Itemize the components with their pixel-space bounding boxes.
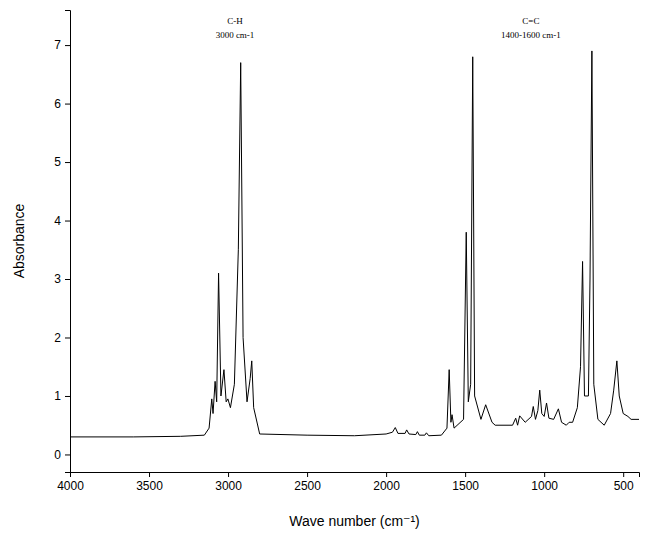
series: [70, 51, 639, 437]
x-tick: 500: [614, 472, 634, 493]
y-tick-label: 0: [54, 448, 61, 462]
y-axis-line: [65, 11, 71, 473]
y-tick-mark: [65, 279, 70, 280]
spectrum-line: [70, 51, 639, 437]
x-tick-mark: [623, 472, 624, 477]
x-tick-mark: [307, 472, 308, 477]
annotation-label: C-H: [227, 16, 243, 26]
x-tick: 1500: [452, 472, 479, 493]
y-tick-mark: [65, 454, 70, 455]
x-tick-label: 2000: [373, 479, 400, 493]
y-tick-mark: [65, 162, 70, 163]
x-axis: 4000 3500 3000 2500 2000 1500 1000 500: [57, 472, 639, 493]
y-tick: 0: [54, 448, 70, 462]
y-tick: 5: [54, 155, 70, 169]
y-tick: 7: [54, 38, 70, 52]
y-tick-mark: [65, 221, 70, 222]
annotation-background: [225, 15, 245, 27]
x-tick-label: 500: [614, 479, 634, 493]
x-tick-mark: [544, 472, 545, 477]
y-tick: 1: [54, 389, 70, 403]
x-tick-label: 4000: [57, 479, 84, 493]
annotation-label: C=C: [522, 16, 539, 26]
x-tick: 1000: [531, 472, 558, 493]
x-tick-label: 3000: [215, 479, 242, 493]
x-tick: 3500: [136, 472, 163, 493]
y-tick-label: 5: [54, 155, 61, 169]
annotation-detail: 1400-1600 cm-1: [501, 30, 561, 40]
y-tick: 3: [54, 272, 70, 286]
x-tick: 4000: [57, 472, 84, 493]
y-tick-label: 4: [54, 214, 61, 228]
annotation-background: [520, 15, 541, 27]
annotations: C-H 3000 cm-1 C=C 1400-1600 cm-1: [214, 15, 563, 41]
x-tick-label: 1000: [531, 479, 558, 493]
y-tick: 2: [54, 331, 70, 345]
y-axis-title: Absorbance: [11, 203, 27, 278]
y-tick-label: 2: [54, 331, 61, 345]
x-tick-label: 2500: [294, 479, 321, 493]
x-tick-label: 1500: [452, 479, 479, 493]
y-tick-label: 1: [54, 389, 61, 403]
y-tick-mark: [65, 337, 70, 338]
y-tick: 6: [54, 97, 70, 111]
y-tick-mark: [65, 104, 70, 105]
y-tick-label: 7: [54, 38, 61, 52]
x-tick-mark: [386, 472, 387, 477]
y-tick-mark: [65, 396, 70, 397]
y-axis: 0 1 2 3 4 5 6 7: [54, 11, 70, 473]
x-tick: 2500: [294, 472, 321, 493]
x-tick-mark: [465, 472, 466, 477]
x-tick-mark: [228, 472, 229, 477]
y-tick-label: 3: [54, 272, 61, 286]
y-tick-label: 6: [54, 97, 61, 111]
chart: 4000 3500 3000 2500 2000 1500 1000 500 0 1 2 3 4 5 6 7 C…: [0, 0, 653, 544]
y-tick-mark: [65, 45, 70, 46]
annotation-background: [499, 29, 563, 41]
annotation-background: [214, 29, 257, 41]
y-tick: 4: [54, 214, 70, 228]
x-tick: 3000: [215, 472, 242, 493]
x-tick-mark: [149, 472, 150, 477]
x-axis-title: Wave number (cm⁻¹): [289, 513, 420, 529]
x-tick-label: 3500: [136, 479, 163, 493]
annotation-detail: 3000 cm-1: [216, 30, 255, 40]
x-axis-line: [71, 473, 640, 478]
plot: 4000 3500 3000 2500 2000 1500 1000 500 0 1 2 3 4 5 6 7 C…: [54, 11, 639, 493]
x-tick: 2000: [373, 472, 400, 493]
